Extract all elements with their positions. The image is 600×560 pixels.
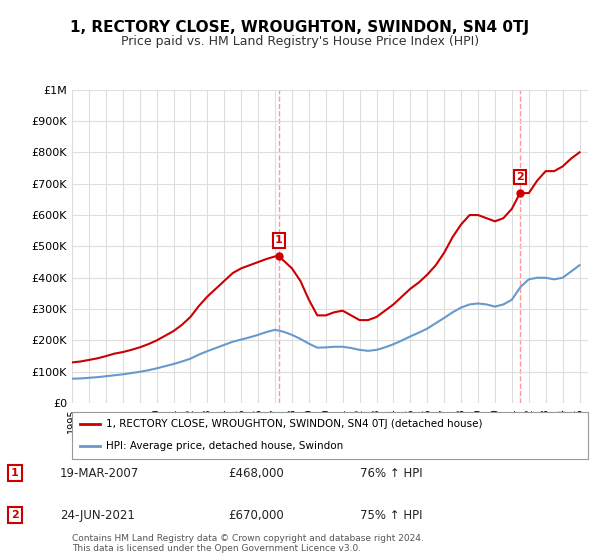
Text: £468,000: £468,000 <box>228 466 284 480</box>
Text: 19-MAR-2007: 19-MAR-2007 <box>60 466 139 480</box>
Text: 1: 1 <box>275 235 283 245</box>
Text: 75% ↑ HPI: 75% ↑ HPI <box>360 508 422 522</box>
Text: 2: 2 <box>11 510 19 520</box>
Text: 1: 1 <box>11 468 19 478</box>
Text: Price paid vs. HM Land Registry's House Price Index (HPI): Price paid vs. HM Land Registry's House … <box>121 35 479 48</box>
Text: 1, RECTORY CLOSE, WROUGHTON, SWINDON, SN4 0TJ (detached house): 1, RECTORY CLOSE, WROUGHTON, SWINDON, SN… <box>106 419 482 430</box>
Text: HPI: Average price, detached house, Swindon: HPI: Average price, detached house, Swin… <box>106 441 343 451</box>
Text: 1, RECTORY CLOSE, WROUGHTON, SWINDON, SN4 0TJ: 1, RECTORY CLOSE, WROUGHTON, SWINDON, SN… <box>70 20 530 35</box>
Text: Contains HM Land Registry data © Crown copyright and database right 2024.
This d: Contains HM Land Registry data © Crown c… <box>72 534 424 553</box>
Text: 2: 2 <box>516 172 524 182</box>
Text: £670,000: £670,000 <box>228 508 284 522</box>
Text: 76% ↑ HPI: 76% ↑ HPI <box>360 466 422 480</box>
Text: 24-JUN-2021: 24-JUN-2021 <box>60 508 135 522</box>
